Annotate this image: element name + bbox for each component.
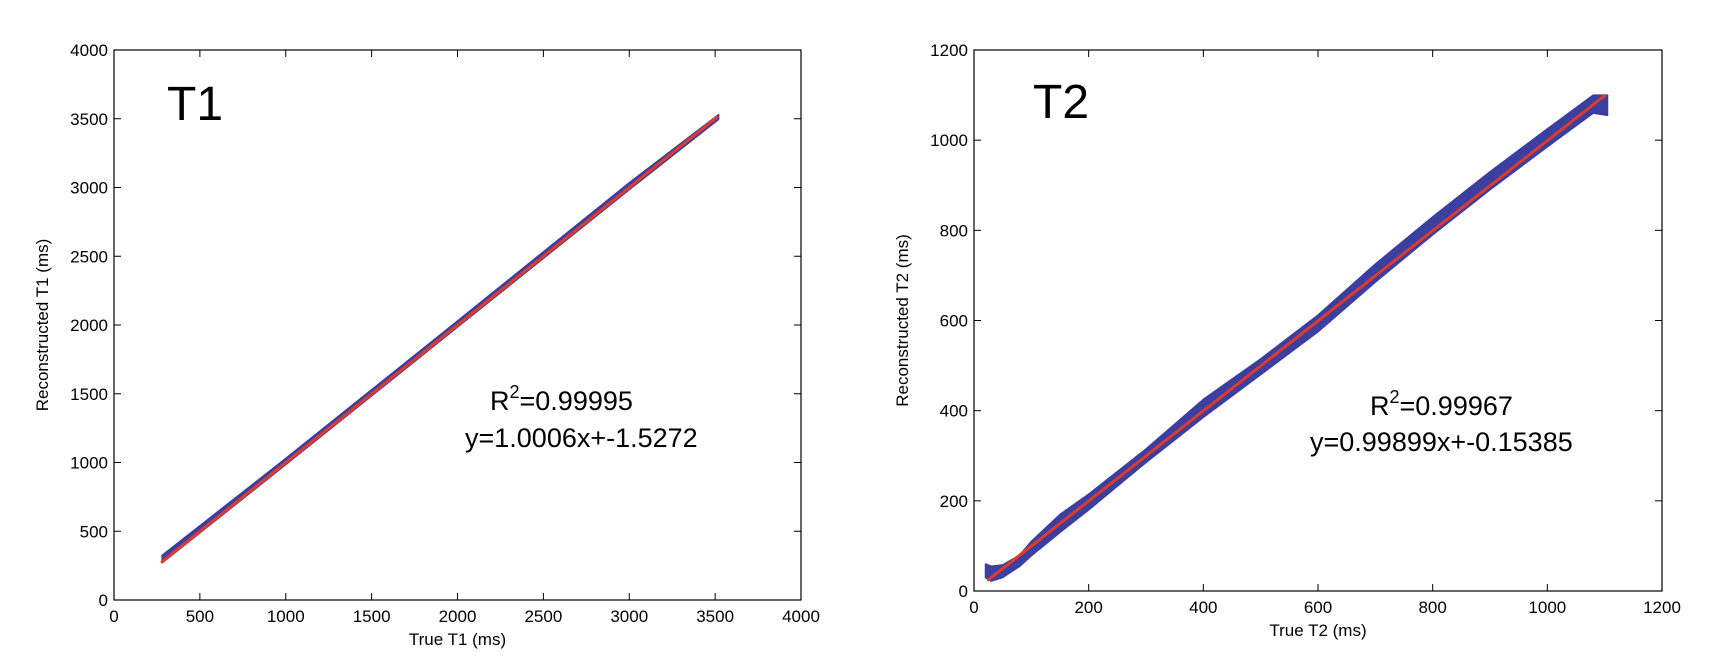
y-axis-label: Reconstructed T1 (ms) bbox=[33, 239, 52, 412]
y-tick-label: 3000 bbox=[70, 179, 108, 198]
x-tick-label: 0 bbox=[109, 607, 118, 626]
t1-panel: 0 500 1000 1500 2000 2500 3000 3500 4000 0 500 1000… bbox=[33, 41, 820, 649]
r-squared-value: =0.99995 bbox=[520, 386, 633, 416]
x-axis-label: True T2 (ms) bbox=[1269, 621, 1366, 640]
y-axis-label: Reconstructed T2 (ms) bbox=[893, 234, 912, 407]
r-squared-prefix: R bbox=[490, 386, 510, 416]
panel-title: T1 bbox=[167, 78, 223, 131]
y-tick-label: 2000 bbox=[70, 316, 108, 335]
fit-line bbox=[160, 115, 719, 564]
x-tick-label: 1000 bbox=[1528, 598, 1566, 617]
x-tick-label: 3000 bbox=[610, 607, 648, 626]
y-tick-label: 1000 bbox=[70, 454, 108, 473]
y-tick-label: 4000 bbox=[70, 41, 108, 60]
x-axis-label: True T1 (ms) bbox=[409, 630, 506, 649]
r-squared-superscript: 2 bbox=[1390, 387, 1400, 407]
r-squared-prefix: R bbox=[1370, 391, 1390, 421]
y-tick-label: 0 bbox=[99, 591, 108, 610]
fit-line bbox=[986, 94, 1607, 582]
r-squared-annotation: R2=0.99967 bbox=[1370, 387, 1513, 421]
x-tick-label: 800 bbox=[1418, 598, 1446, 617]
r-squared-superscript: 2 bbox=[510, 382, 520, 402]
x-tick-label: 3500 bbox=[696, 607, 734, 626]
x-tick-label: 500 bbox=[186, 607, 214, 626]
x-tick-label: 600 bbox=[1304, 598, 1332, 617]
x-tick-label: 1000 bbox=[267, 607, 305, 626]
x-tick-label: 400 bbox=[1189, 598, 1217, 617]
x-tick-label: 200 bbox=[1074, 598, 1102, 617]
x-tick-label: 0 bbox=[969, 598, 978, 617]
y-tick-label: 3500 bbox=[70, 110, 108, 129]
x-tick-label: 4000 bbox=[782, 607, 820, 626]
r-squared-value: =0.99967 bbox=[1400, 391, 1513, 421]
panel-title: T2 bbox=[1033, 76, 1089, 129]
y-tick-label: 200 bbox=[940, 492, 968, 511]
y-tick-label: 0 bbox=[959, 582, 968, 601]
y-tick-label: 1000 bbox=[930, 131, 968, 150]
y-tick-label: 2500 bbox=[70, 247, 108, 266]
x-tick-label: 2000 bbox=[439, 607, 477, 626]
y-tick-label: 400 bbox=[940, 402, 968, 421]
y-tick-label: 500 bbox=[80, 522, 108, 541]
t2-panel: 0 200 400 600 800 1000 1200 0 200 400 600 800 1000 12… bbox=[893, 41, 1681, 640]
x-tick-label: 1500 bbox=[353, 607, 391, 626]
y-tick-label: 600 bbox=[940, 312, 968, 331]
y-tick-label: 800 bbox=[940, 221, 968, 240]
y-tick-label: 1200 bbox=[930, 41, 968, 60]
r-squared-annotation: R2=0.99995 bbox=[490, 382, 633, 416]
y-tick-label: 1500 bbox=[70, 385, 108, 404]
x-tick-label: 2500 bbox=[524, 607, 562, 626]
x-tick-label: 1200 bbox=[1643, 598, 1681, 617]
fit-equation: y=1.0006x+-1.5272 bbox=[465, 423, 698, 453]
fit-equation: y=0.99899x+-0.15385 bbox=[1310, 427, 1573, 457]
